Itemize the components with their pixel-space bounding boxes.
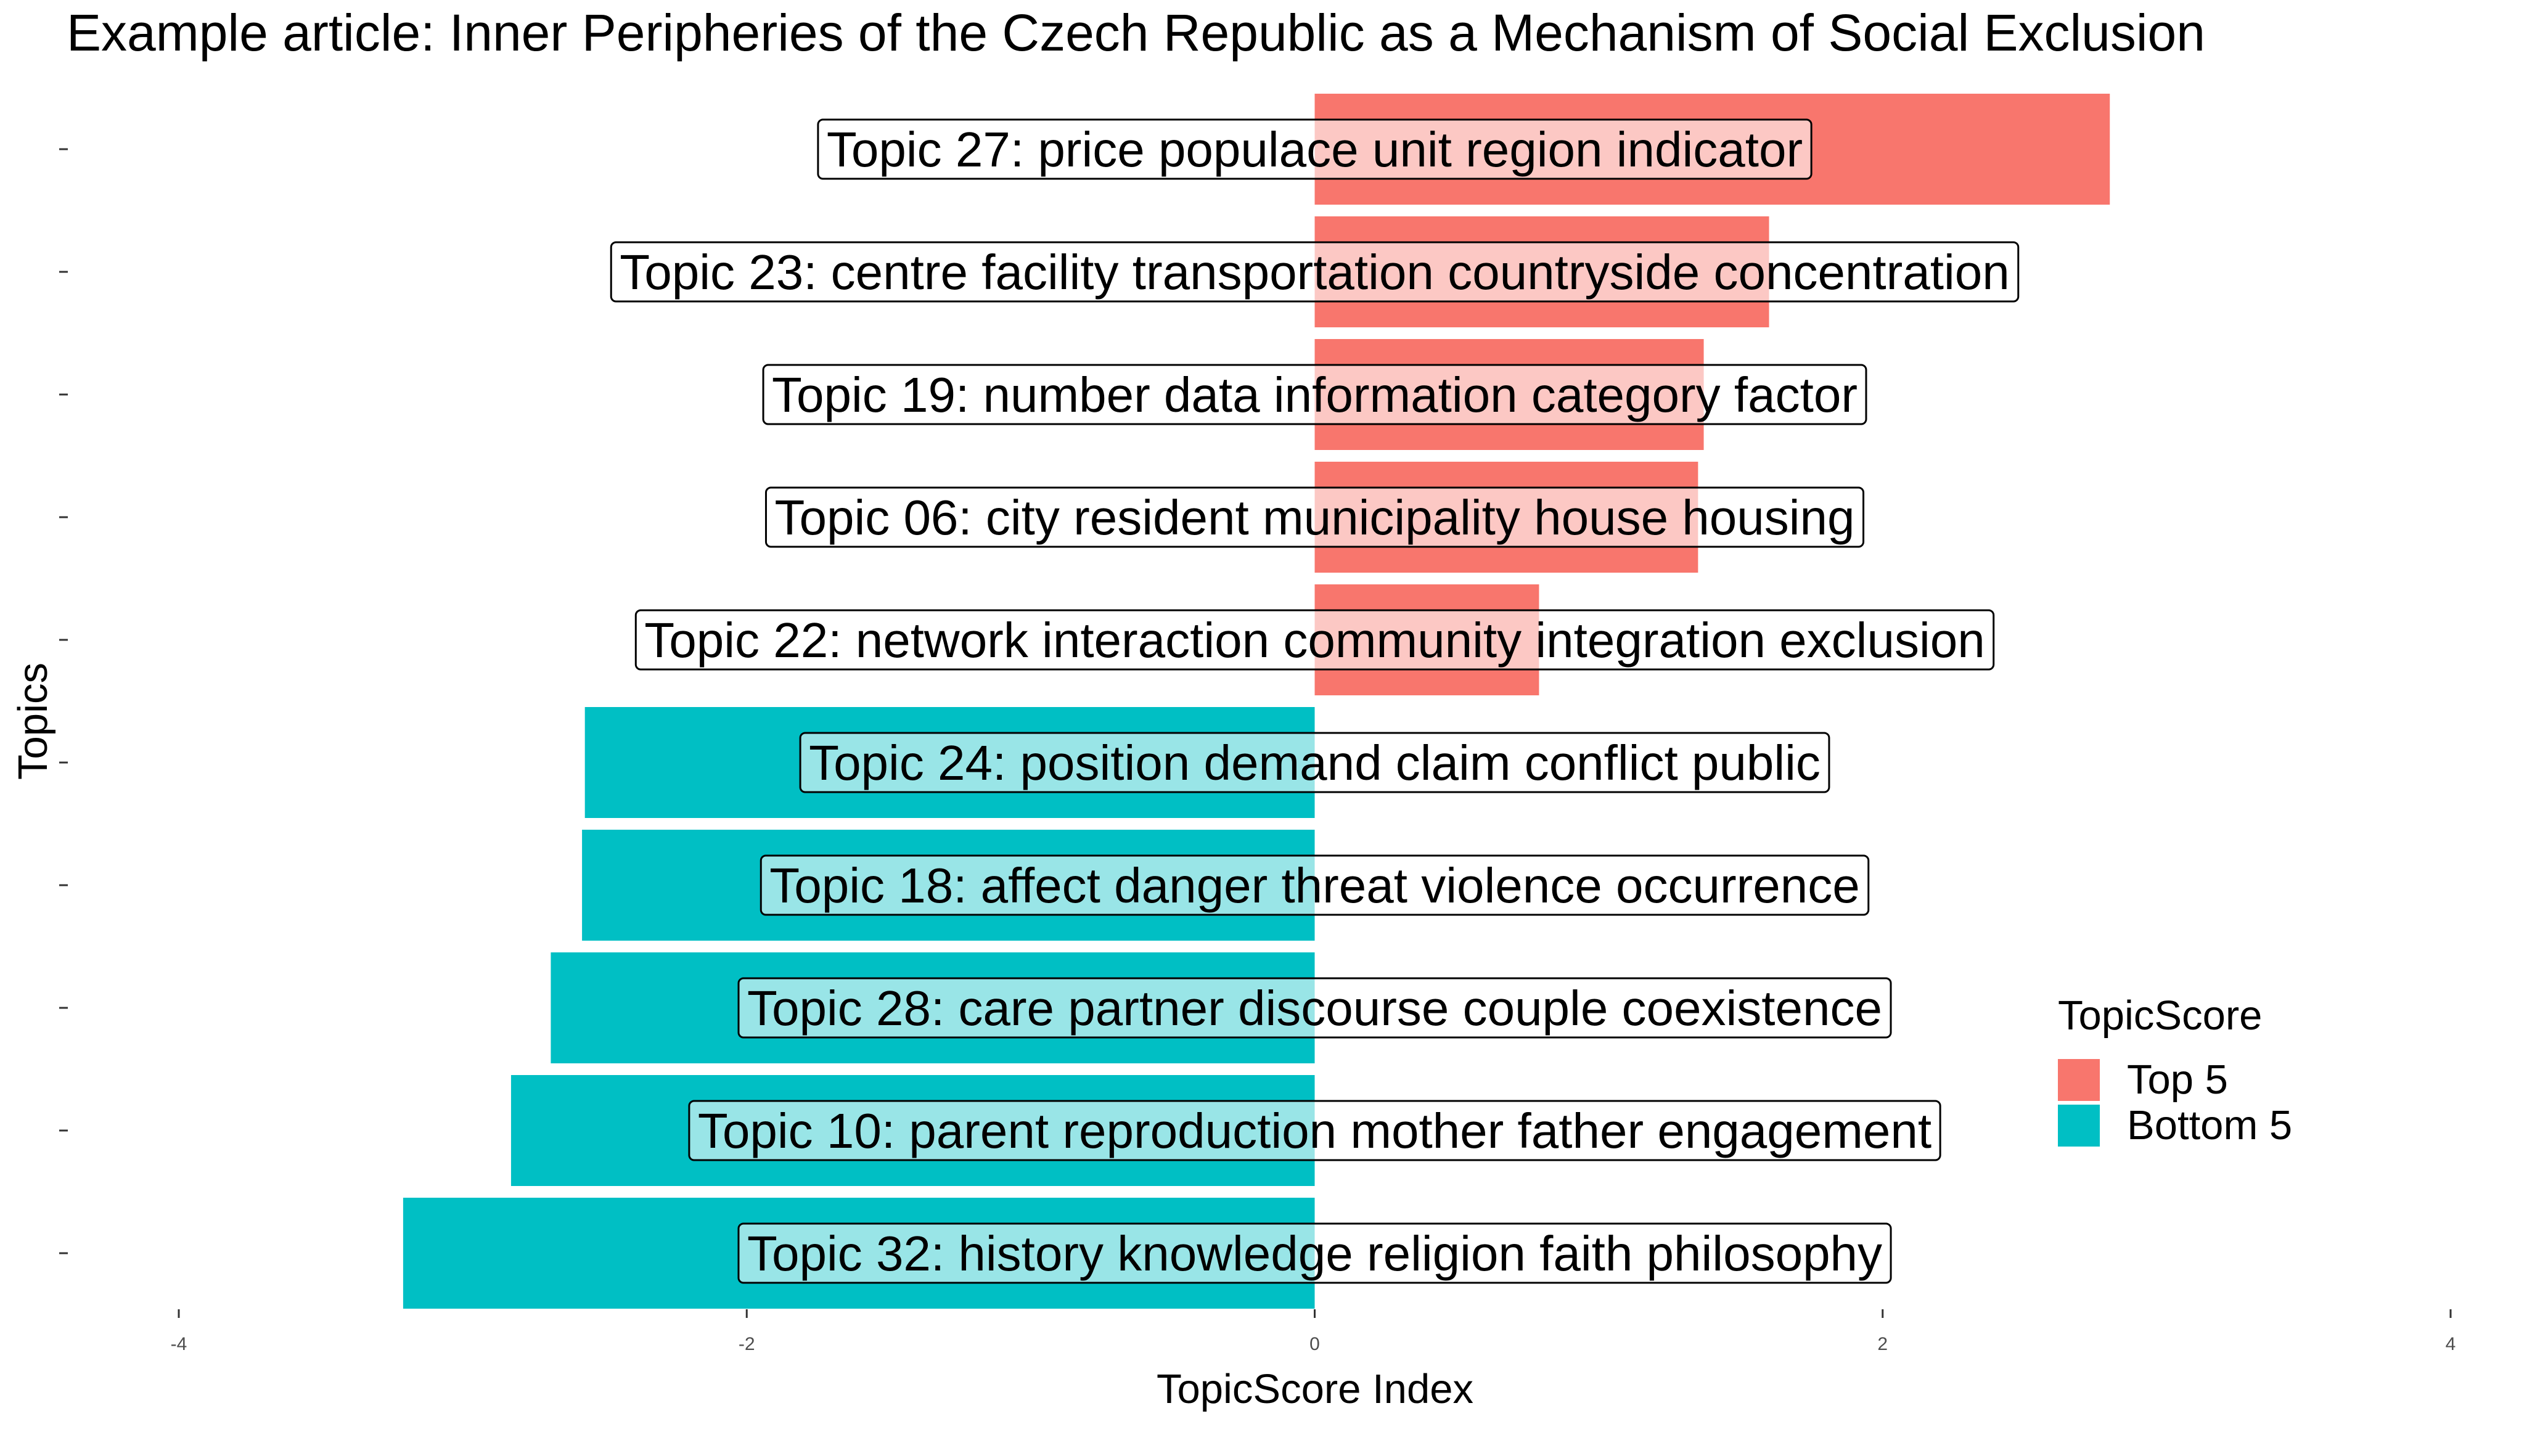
topic-label: Topic 06: city resident municipality hou… (764, 486, 1865, 548)
topic-label-text: Topic 22: network interaction community … (644, 613, 1985, 668)
topic-label-text: Topic 28: care partner discourse couple … (747, 981, 1882, 1036)
topic-label-box (634, 609, 1995, 671)
topic-label-box (799, 732, 1830, 793)
x-axis: -4 -2 0 2 4 (171, 1309, 2456, 1354)
topic-label-text: Topic 18: affect danger threat violence … (769, 858, 1859, 913)
topic-label-box (737, 977, 1892, 1039)
topic-label: Topic 24: position demand claim conflict… (799, 732, 1830, 793)
topic-label-text: Topic 10: parent reproduction mother fat… (698, 1103, 1931, 1158)
topic-label: Topic 18: affect danger threat violence … (760, 854, 1870, 916)
topic-label: Topic 19: number data information catego… (762, 364, 1867, 425)
topic-label-text: Topic 24: position demand claim conflict… (809, 735, 1821, 790)
topic-label-text: Topic 19: number data information catego… (772, 367, 1858, 422)
topic-label: Topic 32: history knowledge religion fai… (737, 1222, 1892, 1284)
topic-label-text: Topic 27: price populace unit region ind… (827, 122, 1803, 177)
topic-label-box (737, 1222, 1892, 1284)
x-tick-label: 4 (2446, 1334, 2456, 1354)
legend-title: TopicScore (2058, 992, 2262, 1039)
legend-entry-label: Top 5 (2127, 1057, 2228, 1103)
y-axis-title: Topics (10, 663, 56, 780)
topic-label: Topic 10: parent reproduction mother fat… (688, 1100, 1941, 1161)
topic-labels-layer: Topic 27: price populace unit region ind… (610, 118, 2020, 1284)
topic-label-box (817, 118, 1813, 180)
topic-label-text: Topic 06: city resident municipality hou… (774, 490, 1854, 545)
chart-title: Example article: Inner Peripheries of th… (67, 4, 2205, 62)
x-axis-title: TopicScore Index (1157, 1366, 1473, 1412)
legend-swatch-top (2058, 1059, 2100, 1101)
topic-label-text: Topic 32: history knowledge religion fai… (747, 1226, 1882, 1281)
y-axis-ticks (59, 148, 68, 1254)
topic-label-box (764, 486, 1865, 548)
topic-label-box (688, 1100, 1941, 1161)
legend-swatch-bottom (2058, 1105, 2100, 1147)
topic-label-box (610, 241, 2020, 303)
legend-entry-label: Bottom 5 (2127, 1102, 2292, 1148)
topic-label: Topic 28: care partner discourse couple … (737, 977, 1892, 1039)
x-tick-label: -2 (739, 1334, 755, 1354)
x-tick-label: -4 (171, 1334, 187, 1354)
topic-label-box (762, 364, 1867, 425)
topic-label-text: Topic 23: centre facility transportation… (620, 245, 2010, 300)
topic-label: Topic 22: network interaction community … (634, 609, 1995, 671)
x-tick-label: 0 (1309, 1334, 1320, 1354)
topic-label-box (760, 854, 1870, 916)
topic-label: Topic 23: centre facility transportation… (610, 241, 2020, 303)
x-tick-label: 2 (1877, 1334, 1888, 1354)
topic-label: Topic 27: price populace unit region ind… (817, 118, 1813, 180)
